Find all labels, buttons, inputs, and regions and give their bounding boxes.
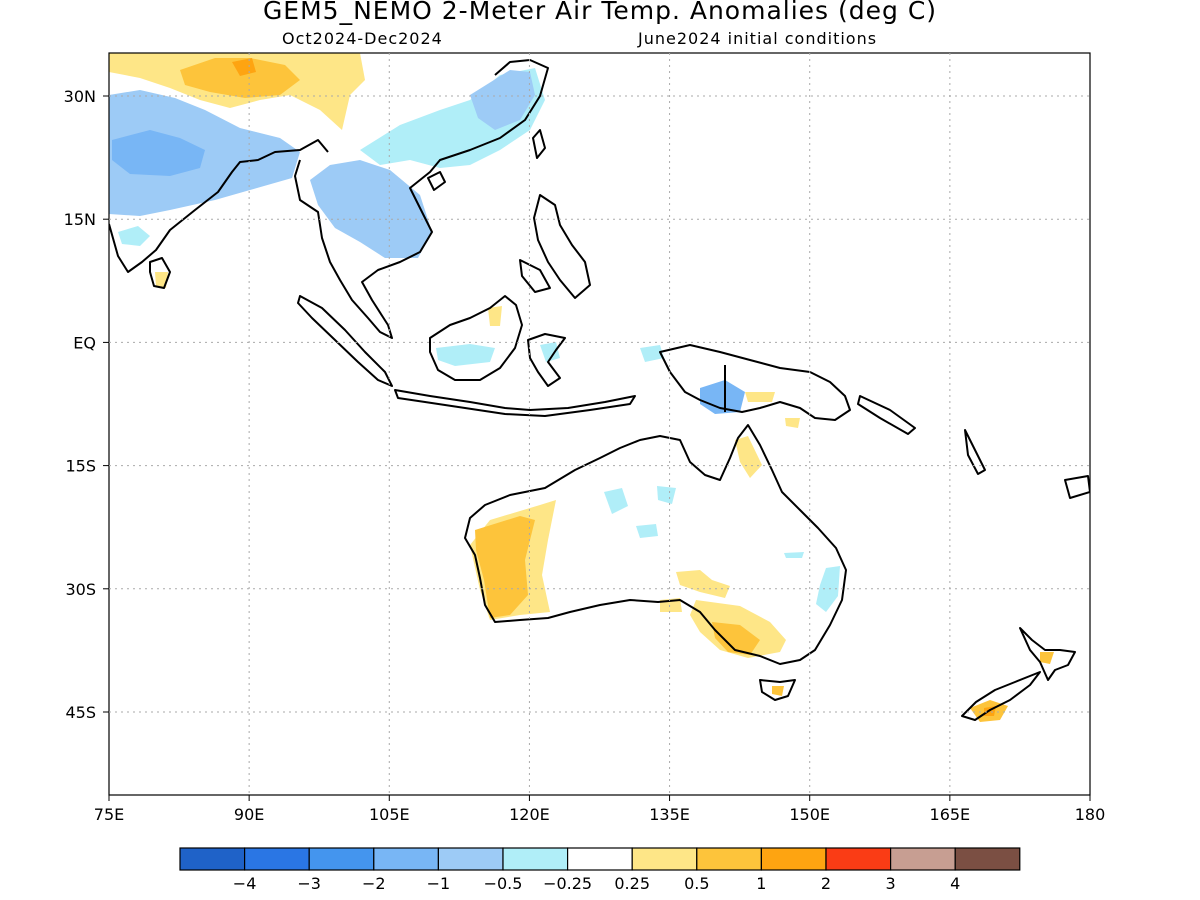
anomaly-shading <box>109 53 1054 722</box>
colorbar-label: −4 <box>233 874 257 893</box>
colorbar-label: −1 <box>427 874 451 893</box>
colorbar-swatch <box>696 847 762 871</box>
lat-tick-label: 15S <box>65 457 96 476</box>
colorbar-swatch <box>437 847 504 871</box>
lat-tick-label: 15N <box>64 210 96 229</box>
colorbar-label: −3 <box>297 874 321 893</box>
longitude-axis: 75E 90E 105E 120E 135E 150E 165E 180 <box>94 795 1106 824</box>
colorbar-label: 0.5 <box>684 874 709 893</box>
colorbar-label: 2 <box>821 874 831 893</box>
colorbar-label: 0.25 <box>614 874 650 893</box>
colorbar-swatch <box>631 847 698 871</box>
colorbar-swatch <box>566 847 633 871</box>
lon-tick-label: 135E <box>649 805 690 824</box>
lon-tick-label: 105E <box>369 805 410 824</box>
lon-tick-label: 180 <box>1075 805 1106 824</box>
colorbar-swatch <box>308 847 375 871</box>
lon-tick-label: 90E <box>234 805 264 824</box>
lat-tick-label: 30N <box>64 87 96 106</box>
lat-tick-label: 30S <box>65 580 96 599</box>
colorbar-label: 3 <box>886 874 896 893</box>
colorbar-swatch <box>954 847 1021 871</box>
lon-tick-label: 165E <box>930 805 971 824</box>
colorbar-swatch <box>373 847 439 871</box>
colorbar-swatch <box>889 847 956 871</box>
coastlines <box>109 59 1090 721</box>
lon-tick-label: 120E <box>509 805 550 824</box>
colorbar-swatch <box>825 847 892 871</box>
latitude-axis: 30N 15N EQ 15S 30S 45S <box>64 87 109 722</box>
colorbar-label: −0.25 <box>543 874 592 893</box>
colorbar-label: −0.5 <box>484 874 523 893</box>
colorbar-label: 4 <box>950 874 960 893</box>
lon-tick-label: 75E <box>94 805 124 824</box>
plot-frame <box>108 52 1091 796</box>
colorbar-swatch <box>179 847 246 871</box>
initial-conditions: June2024 initial conditions <box>638 29 878 48</box>
colorbar-swatch <box>760 847 827 871</box>
lat-tick-label: 45S <box>65 703 96 722</box>
map-title: GEM5_NEMO 2-Meter Air Temp. Anomalies (d… <box>262 0 938 25</box>
colorbar-swatch <box>502 847 569 871</box>
lat-tick-label: EQ <box>73 333 96 352</box>
graticule <box>109 53 1090 795</box>
colorbar-swatch <box>244 847 310 871</box>
colorbar-label: −2 <box>362 874 386 893</box>
forecast-period: Oct2024-Dec2024 <box>282 29 443 48</box>
colorbar: −4 −3 −2 −1 −0.5 −0.25 0.25 0.5 1 2 3 4 <box>179 847 1021 893</box>
colorbar-label: 1 <box>756 874 766 893</box>
lon-tick-label: 150E <box>789 805 830 824</box>
